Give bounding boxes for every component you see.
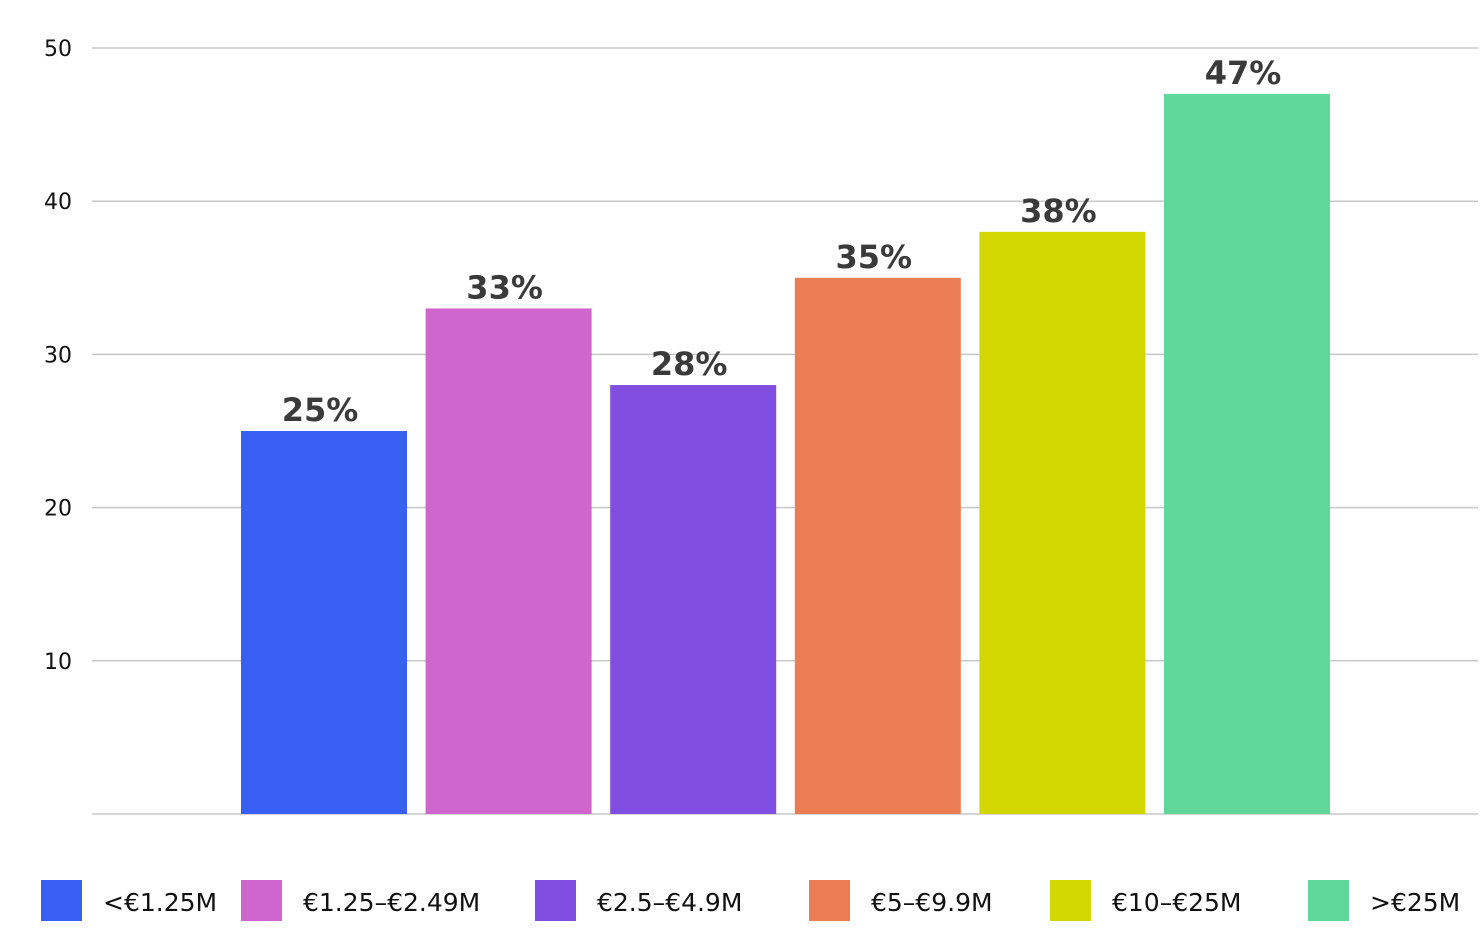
bar-3 — [610, 385, 777, 814]
data-label: 38% — [1020, 192, 1097, 230]
bar-6 — [1164, 93, 1330, 814]
bar-2 — [425, 308, 592, 814]
legend-label: <€1.25M — [103, 888, 217, 917]
legend: <€1.25M €1.25–€2.49M €2.5–€4.9M €5–€9.9M €10… — [41, 880, 1460, 921]
bars — [241, 93, 1330, 815]
legend-label: >€25M — [1370, 888, 1460, 917]
data-labels: 25% 33% 28% 35% 38% 47% — [282, 54, 1282, 429]
legend-label: €2.5–€4.9M — [597, 888, 742, 917]
data-label: 47% — [1205, 54, 1282, 92]
legend-swatch — [241, 880, 282, 921]
legend-swatch — [1050, 880, 1091, 921]
legend-label: €1.25–€2.49M — [303, 888, 480, 917]
legend-swatch — [1308, 880, 1349, 921]
data-label: 33% — [466, 268, 543, 306]
y-tick-label: 50 — [44, 37, 72, 62]
y-tick-label: 40 — [44, 190, 72, 215]
data-label: 28% — [651, 345, 728, 383]
y-tick-label: 10 — [44, 650, 72, 675]
y-tick-label: 20 — [44, 497, 72, 522]
bar-1 — [241, 431, 407, 814]
legend-swatch — [41, 880, 82, 921]
data-label: 35% — [836, 238, 913, 276]
bar-4 — [794, 277, 961, 814]
y-tick-label: 30 — [44, 343, 72, 368]
bar-5 — [979, 231, 1146, 815]
legend-label: €5–€9.9M — [871, 888, 993, 917]
legend-swatch — [809, 880, 850, 921]
y-axis: 10 20 30 40 50 — [44, 37, 72, 675]
legend-label: €10–€25M — [1112, 888, 1242, 917]
legend-swatch — [535, 880, 576, 921]
data-label: 25% — [282, 391, 359, 429]
